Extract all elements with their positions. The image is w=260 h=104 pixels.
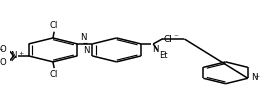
Text: Et: Et: [159, 51, 167, 60]
Text: +: +: [255, 74, 260, 79]
Text: N: N: [251, 73, 257, 82]
Text: +: +: [18, 51, 23, 56]
Text: N: N: [83, 46, 89, 55]
Text: N: N: [80, 33, 87, 42]
Text: O: O: [0, 45, 6, 54]
Text: O: O: [0, 58, 6, 67]
Text: -: -: [0, 45, 2, 54]
Text: Cl: Cl: [50, 70, 58, 79]
Text: ⁻: ⁻: [174, 33, 178, 42]
Text: N: N: [152, 45, 158, 54]
Text: Cl: Cl: [164, 35, 172, 44]
Text: Cl: Cl: [50, 21, 58, 30]
Text: N: N: [10, 51, 16, 60]
